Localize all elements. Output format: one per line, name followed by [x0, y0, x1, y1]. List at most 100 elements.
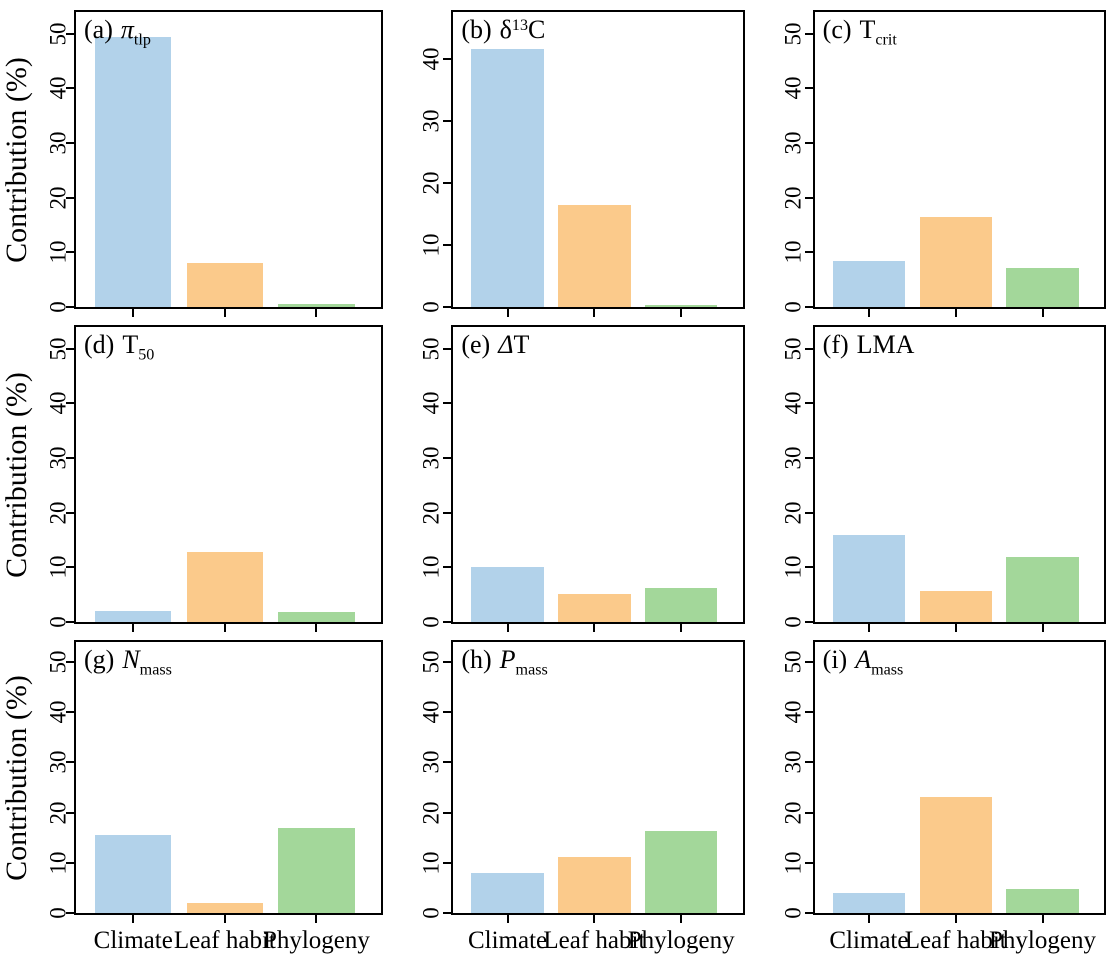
y-tick-mark: [443, 621, 452, 623]
y-tick-label: 40: [780, 76, 806, 100]
y-tick-label: 50: [45, 22, 71, 46]
y-axis-title-text: Contribution (%): [0, 56, 33, 263]
y-tick-mark: [66, 566, 74, 569]
y-axis-title: Contribution (%): [0, 0, 34, 315]
y-tick-mark: [804, 761, 813, 764]
y-tick-mark: [443, 457, 452, 460]
y-tick-mark: [443, 243, 452, 246]
y-tick-label: 40: [780, 391, 806, 415]
y-tick-mark: [443, 306, 452, 308]
panel-title-e: (e) ΔT: [461, 330, 529, 360]
panel-title-sub: crit: [875, 31, 897, 49]
y-tick-label: 0: [780, 907, 806, 919]
y-tick-label: 50: [780, 337, 806, 361]
y-tick-label: 10: [780, 851, 806, 875]
x-tick-mark: [315, 624, 318, 632]
y-axis-title-text: Contribution (%): [0, 675, 33, 881]
panel-title-i: (i) Amass: [823, 645, 904, 680]
y-tick-label: 40: [418, 700, 444, 724]
bar-climate: [471, 49, 544, 307]
x-category-label-leaf-habit: Leaf habit: [904, 927, 1007, 954]
x-tick-mark: [680, 624, 683, 632]
y-tick-mark: [804, 811, 813, 814]
y-tick-label: 20: [45, 501, 71, 525]
bar-climate: [832, 534, 906, 622]
y-tick-label: 0: [45, 616, 71, 628]
bar-climate: [95, 36, 172, 307]
bar-phylogeny: [1006, 557, 1079, 622]
y-tick-label: 20: [418, 801, 444, 825]
y-tick-label: 0: [45, 907, 71, 919]
y-tick-mark: [804, 511, 813, 514]
y-tick-mark: [443, 566, 452, 569]
panel-title-symbol: T: [122, 330, 139, 359]
panel-title-sub: mass: [139, 661, 172, 679]
y-tick-label: 30: [418, 446, 444, 470]
y-tick-label: 40: [45, 76, 71, 100]
x-tick-mark: [315, 915, 318, 923]
panel-title-sub: tlp: [133, 31, 151, 49]
x-tick-mark: [954, 624, 957, 632]
y-tick-label: 50: [45, 650, 71, 674]
x-tick-mark: [132, 915, 135, 923]
x-tick-mark: [1041, 309, 1044, 317]
panel-title-prefix: (b): [461, 15, 492, 44]
y-tick-mark: [66, 711, 74, 714]
y-tick-label: 10: [780, 240, 806, 264]
x-tick-mark: [223, 309, 226, 317]
bar-phylogeny: [645, 831, 718, 913]
panel-title-sup: 13: [511, 16, 529, 34]
panel-title-d: (d) T50: [84, 330, 154, 365]
panel-title-prefix: (g): [84, 645, 115, 674]
plot-area-a: 0 10 20 30 40 50 (a) πtlp: [46, 10, 384, 317]
y-tick-label: 30: [418, 109, 444, 133]
x-tick-mark: [593, 309, 596, 317]
y-tick-mark: [804, 142, 813, 145]
y-tick-mark: [804, 32, 813, 35]
y-tick-label: 30: [780, 446, 806, 470]
panel-title-sub: mass: [871, 661, 904, 679]
y-axis-title: Contribution (%): [0, 630, 34, 972]
y-tick-mark: [66, 912, 74, 914]
y-tick-mark: [804, 196, 813, 199]
bar-climate: [832, 893, 906, 913]
y-tick-mark: [443, 761, 452, 764]
bar-leaf-habit: [186, 903, 263, 913]
panel-title-suffix: C: [528, 15, 546, 44]
panel-title-symbol: P: [499, 645, 516, 674]
bar-climate: [95, 835, 172, 913]
bar-leaf-habit: [919, 591, 992, 622]
y-tick-label: 20: [418, 171, 444, 195]
panel-title-h: (h) Pmass: [461, 645, 547, 680]
y-tick-mark: [443, 181, 452, 184]
bar-climate: [95, 611, 172, 622]
bar-climate: [832, 260, 906, 307]
panel-i: 0 10 20 30 40 50 Climate Leaf habit Phylogeny (i)…: [757, 630, 1118, 972]
plot-area-d: 0 10 20 30 40 50 (d) T50: [46, 325, 384, 632]
y-tick-label: 0: [45, 301, 71, 313]
y-tick-mark: [66, 457, 74, 460]
panel-title-f: (f) LMA: [823, 330, 915, 360]
panel-title-prefix: (i): [822, 645, 848, 674]
bar-leaf-habit: [558, 594, 631, 622]
panel-title-g: (g) Nmass: [84, 645, 172, 680]
y-tick-label: 40: [45, 391, 71, 415]
x-tick-mark: [1041, 915, 1044, 923]
x-tick-mark: [506, 309, 509, 317]
x-category-label-climate: Climate: [467, 927, 548, 954]
plot-area-i: 0 10 20 30 40 50 Climate Leaf habit Phylogeny (i)…: [780, 640, 1106, 954]
y-tick-label: 20: [780, 801, 806, 825]
y-tick-label: 0: [418, 907, 444, 919]
y-tick-label: 50: [780, 22, 806, 46]
y-tick-label: 50: [418, 650, 444, 674]
y-axis-title: Contribution (%): [0, 315, 34, 630]
panel-title-symbol: δ: [499, 15, 512, 44]
y-tick-mark: [443, 347, 452, 350]
y-tick-label: 50: [780, 650, 806, 674]
y-tick-label: 20: [45, 186, 71, 210]
panel-a: 0 10 20 30 40 50 (a) πtlp: [34, 0, 395, 317]
y-tick-mark: [66, 661, 74, 664]
plot-area-g: 0 10 20 30 40 50 Climate Leaf habit Phylogeny (g)…: [46, 640, 384, 954]
y-tick-mark: [66, 87, 74, 90]
y-tick-mark: [66, 32, 74, 35]
